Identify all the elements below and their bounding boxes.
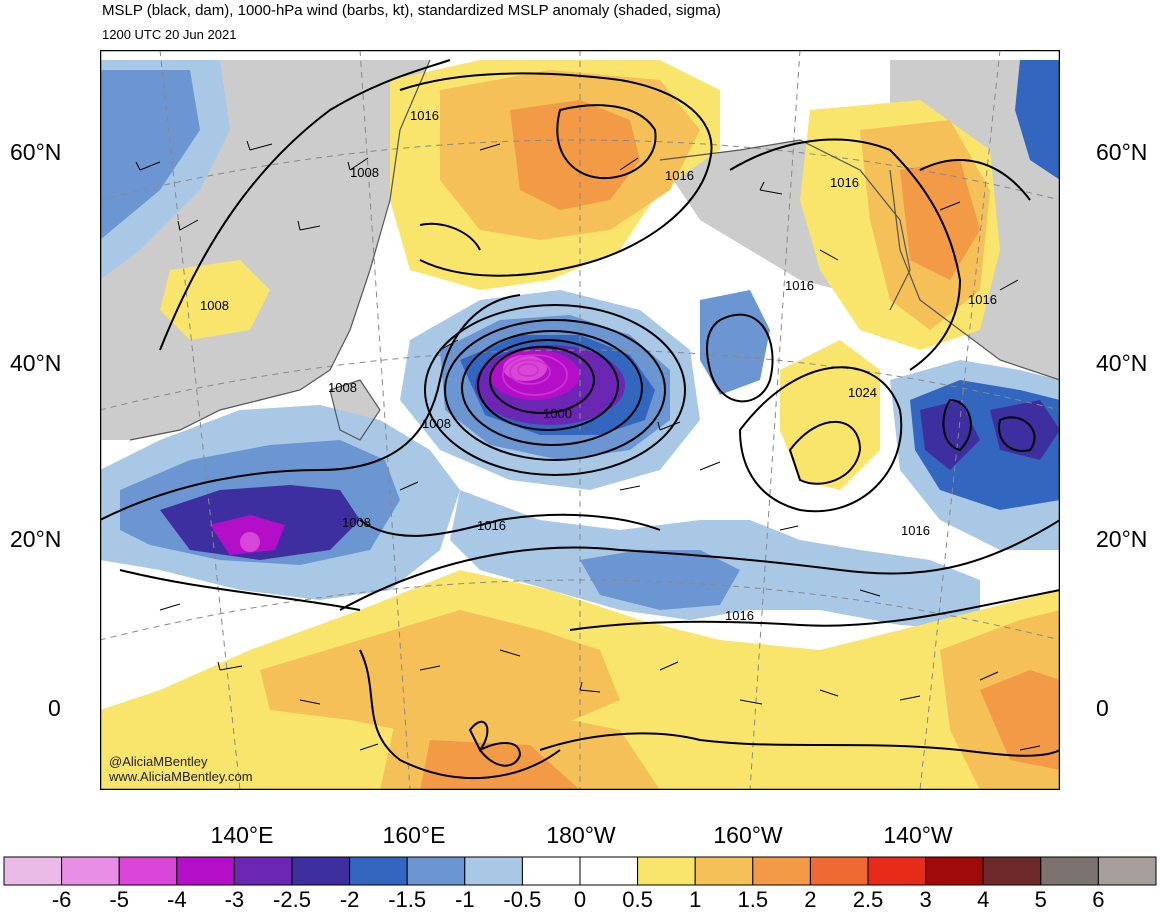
colorbar-swatch <box>809 856 869 886</box>
blue-shade-ne-corner <box>1015 60 1060 180</box>
colorbar-swatch <box>291 856 351 886</box>
colorbar-tick-label: -2.5 <box>273 887 311 912</box>
colorbar-swatch <box>579 856 639 886</box>
lat-label-left: 60°N <box>10 139 62 165</box>
blue-shade-central-mid <box>580 550 740 610</box>
lat-label-right: 60°N <box>1096 139 1148 165</box>
isobar-label: 1016 <box>901 523 930 538</box>
purple-shade-east <box>920 400 980 470</box>
colorbar-swatch <box>349 856 408 886</box>
colorbar-tick-label: 0.5 <box>622 887 653 912</box>
colorbar-tick-label: -0.5 <box>503 887 542 912</box>
low-center-contours <box>502 354 568 396</box>
lat-label-left: 20°N <box>10 526 62 552</box>
colorbar-swatch <box>176 856 235 886</box>
colorbar-tick-label: 6 <box>1092 887 1105 912</box>
colorbar-tick-label: -3 <box>224 887 245 912</box>
isobar-label: 1008 <box>350 165 379 180</box>
orange-deep-north <box>510 100 640 210</box>
lon-label: 180°W <box>546 822 616 848</box>
colorbar-swatch <box>694 856 754 886</box>
colorbar-tick-label: -5 <box>109 887 129 912</box>
colorbar-swatch <box>233 856 293 886</box>
colorbar-swatch <box>61 856 120 886</box>
colorbar-swatch <box>637 856 696 886</box>
colorbar-tick-label: 2.5 <box>852 887 884 912</box>
colorbar-swatch <box>925 856 984 886</box>
colorbar-tick-label: -6 <box>51 887 72 912</box>
isobar-label: 1000 <box>543 406 572 421</box>
colorbar-swatch <box>1097 856 1157 886</box>
orange-deep-southeast <box>980 670 1060 770</box>
colorbar-tick-label: -2 <box>339 887 360 912</box>
lat-label-left: 40°N <box>10 350 62 376</box>
colorbar-swatch <box>3 856 63 886</box>
coastlines <box>129 59 1060 441</box>
credit-website: www.AliciaMBentley.com <box>109 769 253 784</box>
lon-label: 160°W <box>713 822 783 848</box>
colorbar-swatch <box>867 856 927 886</box>
valid-time: 1200 UTC 20 Jun 2021 <box>102 27 237 42</box>
meridian-160e <box>359 50 411 790</box>
colorbar-tick-label: 4 <box>977 887 990 912</box>
pink-shade-low <box>503 355 547 381</box>
colorbar-tick-label: 0 <box>573 887 587 912</box>
lat-label-left: 0 <box>48 695 61 721</box>
isobar-label: 1008 <box>342 515 371 530</box>
blue-shade-bering-east <box>700 290 770 395</box>
meridian-140e <box>159 50 241 790</box>
isobar-label: 1016 <box>785 278 814 293</box>
colorbar-tick-label: 2 <box>804 887 817 912</box>
lat-label-right: 0 <box>1096 695 1109 721</box>
map-frame <box>100 50 1060 790</box>
blue-shade-nw-mid <box>100 70 200 240</box>
map-panel: 1016 1008 1016 1016 1008 1016 1016 1008 … <box>100 50 1060 790</box>
isobar-label: 1016 <box>830 175 859 190</box>
meridian-140w <box>919 50 1001 790</box>
isobar-label: 1008 <box>328 380 357 395</box>
colorbar <box>3 856 1157 886</box>
isobar-label: 1016 <box>410 108 439 123</box>
colorbar-tick-label: 5 <box>1034 887 1047 912</box>
wind-barbs <box>135 140 1041 751</box>
isobar-label: 1008 <box>422 416 451 431</box>
credit-handle: @AliciaMBentley <box>109 754 208 769</box>
colorbar-swatch <box>1040 856 1099 886</box>
colorbar-tick-label: 1 <box>689 887 702 912</box>
yellow-shade-mid-pacific <box>780 340 880 490</box>
isobar-label: 1016 <box>725 608 754 623</box>
isobar-label: 1008 <box>200 298 229 313</box>
colorbar-swatch <box>118 856 178 886</box>
isobar-label: 1016 <box>968 292 997 307</box>
colorbar-swatch <box>752 856 811 886</box>
colorbar-tick-label: 3 <box>919 887 932 912</box>
colorbar-swatch <box>406 856 466 886</box>
colorbar-swatch <box>464 856 523 886</box>
orange-shade-south-1 <box>260 610 620 740</box>
mslp-contours <box>100 59 1060 780</box>
lon-label: 140°W <box>883 822 953 848</box>
yellow-shade-china <box>160 260 270 340</box>
colorbar-swatch <box>982 856 1042 886</box>
pink-core-west <box>240 532 260 552</box>
colorbar-tick-label: -1.5 <box>388 887 427 912</box>
graticule <box>100 50 1060 790</box>
lat-label-right: 40°N <box>1096 350 1148 376</box>
orange-deep-alaska <box>900 160 980 280</box>
meridian-160w <box>749 50 801 790</box>
isobar-labels: 1016 1008 1016 1016 1008 1016 1016 1008 … <box>200 108 997 623</box>
isobar-label: 1016 <box>665 168 694 183</box>
isobar-label: 1024 <box>848 385 877 400</box>
lon-label: 160°E <box>382 822 446 848</box>
colorbar-tick-label: 1.5 <box>737 887 769 912</box>
colorbar-tick-label: -4 <box>167 887 187 912</box>
lat-label-right: 20°N <box>1096 526 1148 552</box>
lon-label: 140°E <box>210 822 274 848</box>
colorbar-swatch <box>521 856 581 886</box>
map-title: MSLP (black, dam), 1000-hPa wind (barbs,… <box>102 2 721 19</box>
colorbar-tick-label: -1 <box>455 887 475 912</box>
isobar-label: 1016 <box>477 518 506 533</box>
